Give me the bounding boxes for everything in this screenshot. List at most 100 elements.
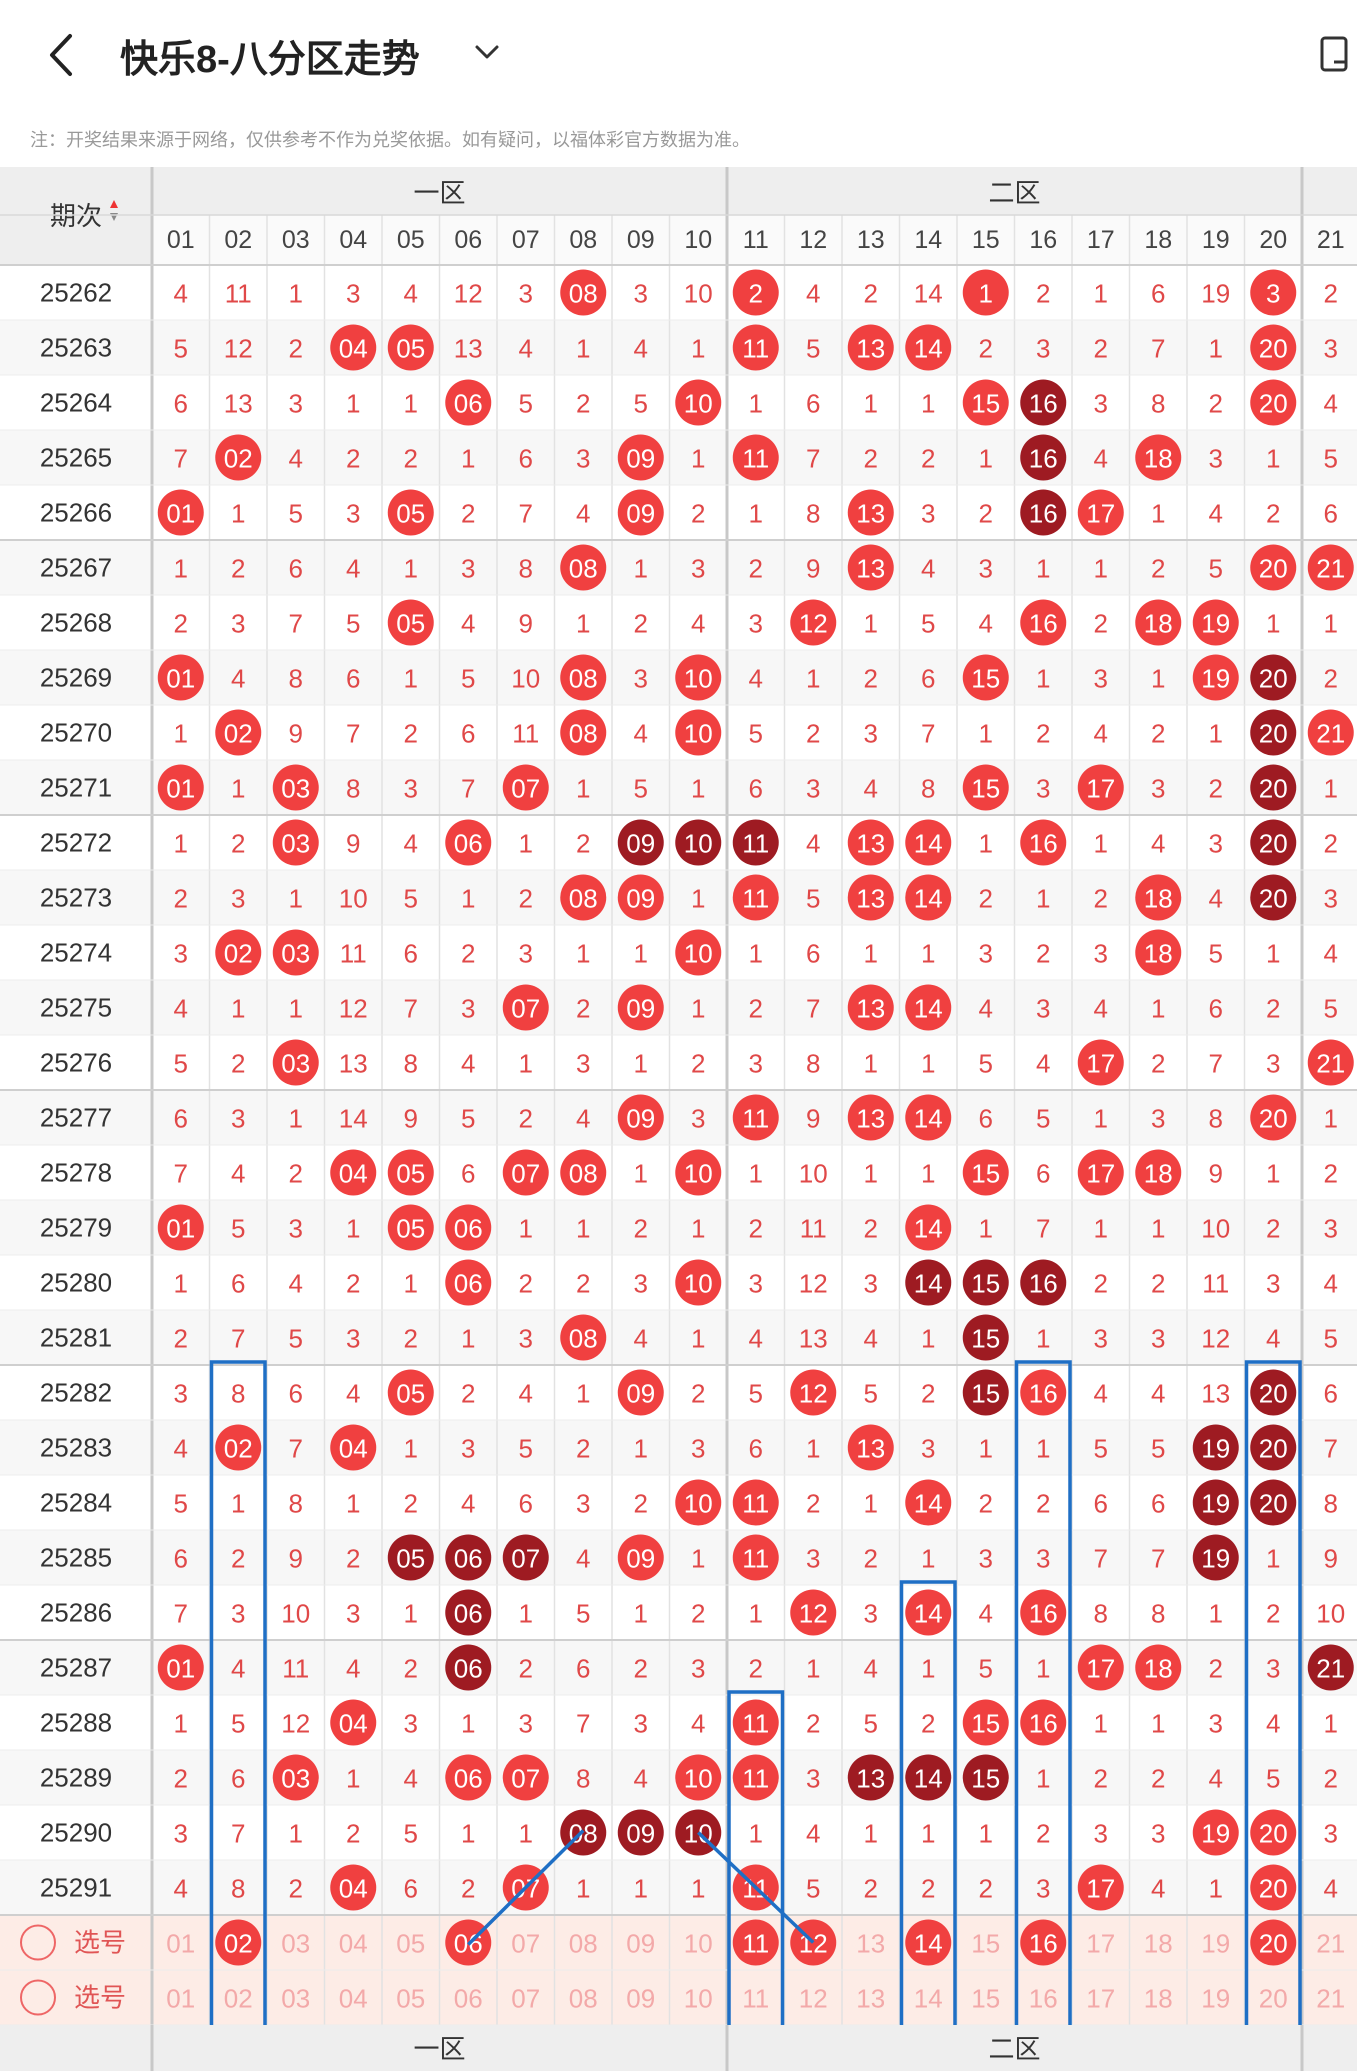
chevron-down-icon (475, 45, 499, 59)
miss-count: 4 (346, 1379, 360, 1409)
select-number[interactable]: 04 (339, 1929, 368, 1959)
miss-count: 8 (231, 1874, 245, 1904)
select-number[interactable]: 02 (224, 1984, 253, 2014)
select-number[interactable]: 04 (339, 1984, 368, 2014)
select-number[interactable]: 08 (569, 1984, 598, 2014)
miss-count: 4 (461, 609, 475, 639)
select-number[interactable]: 09 (626, 1984, 655, 2014)
select-radio[interactable] (20, 1979, 56, 2016)
draw-ball-number: 15 (971, 1269, 1000, 1299)
draw-ball (215, 929, 262, 976)
miss-count: 7 (806, 444, 820, 474)
selected-ball-number[interactable]: 02 (224, 1929, 253, 1959)
select-number[interactable]: 20 (1259, 1984, 1288, 2014)
miss-count: 5 (749, 1379, 763, 1409)
issue-number: 25284 (40, 1488, 112, 1518)
select-number[interactable]: 10 (684, 1984, 713, 2014)
selected-ball[interactable] (1020, 1919, 1067, 1966)
draw-ball (790, 599, 837, 646)
select-radio[interactable] (20, 1924, 56, 1961)
miss-count: 1 (1036, 664, 1050, 694)
column-header-11: 11 (743, 226, 769, 254)
select-number[interactable]: 13 (856, 1984, 885, 2014)
select-number[interactable]: 10 (684, 1929, 713, 1959)
select-number[interactable]: 18 (1144, 1984, 1173, 2014)
selected-ball-number[interactable]: 14 (914, 1929, 943, 1959)
miss-count: 1 (864, 1819, 878, 1849)
select-number[interactable]: 01 (166, 1984, 195, 2014)
draw-ball-number: 06 (454, 1269, 483, 1299)
select-number[interactable]: 18 (1144, 1929, 1173, 1959)
select-number[interactable]: 06 (454, 1984, 483, 2014)
miss-count: 1 (921, 1544, 935, 1574)
miss-count: 3 (1036, 1544, 1050, 1574)
select-number[interactable]: 07 (511, 1929, 540, 1959)
select-number[interactable]: 09 (626, 1929, 655, 1959)
select-number[interactable]: 19 (1201, 1929, 1230, 1959)
miss-count: 4 (1324, 1874, 1338, 1904)
selected-ball-number[interactable]: 11 (742, 1929, 769, 1959)
select-number[interactable]: 03 (281, 1929, 310, 1959)
back-button[interactable] (42, 30, 82, 80)
miss-count: 10 (281, 1599, 310, 1629)
title-dropdown-button[interactable] (472, 40, 502, 64)
miss-count: 3 (1209, 829, 1223, 859)
draw-ball (157, 1644, 204, 1691)
draw-ball-number: 14 (914, 1269, 943, 1299)
select-number[interactable]: 21 (1316, 1929, 1345, 1959)
select-number[interactable]: 15 (971, 1929, 1000, 1959)
draw-ball (445, 1204, 492, 1251)
miss-count: 1 (576, 1379, 590, 1409)
miss-count: 4 (691, 1709, 705, 1739)
select-number[interactable]: 05 (396, 1929, 425, 1959)
miss-count: 4 (1094, 719, 1108, 749)
miss-count: 2 (864, 1544, 878, 1574)
select-number[interactable]: 14 (914, 1984, 943, 2014)
draw-ball (445, 819, 492, 866)
miss-count: 1 (231, 994, 245, 1024)
miss-count: 10 (1316, 1599, 1345, 1629)
select-number[interactable]: 13 (856, 1929, 885, 1959)
miss-count: 4 (749, 1324, 763, 1354)
selected-ball-number[interactable]: 20 (1259, 1929, 1288, 1959)
miss-count: 2 (1151, 1764, 1165, 1794)
miss-count: 1 (174, 1709, 188, 1739)
draw-ball (1250, 1479, 1297, 1526)
miss-count: 1 (461, 884, 475, 914)
miss-count: 3 (691, 1654, 705, 1684)
draw-ball-number: 19 (1201, 1544, 1230, 1574)
draw-ball (445, 1754, 492, 1801)
select-number[interactable]: 11 (742, 1984, 769, 2014)
draw-ball-number: 01 (166, 1654, 195, 1684)
miss-count: 1 (691, 1544, 705, 1574)
miss-count: 5 (1324, 444, 1338, 474)
select-number[interactable]: 07 (511, 1984, 540, 2014)
select-number[interactable]: 01 (166, 1929, 195, 1959)
selected-ball[interactable] (215, 1919, 262, 1966)
select-number[interactable]: 15 (971, 1984, 1000, 2014)
draw-ball-number: 10 (684, 1159, 713, 1189)
select-number[interactable]: 03 (281, 1984, 310, 2014)
page-title[interactable]: 快乐8-八分区走势 (120, 39, 420, 81)
draw-ball (1250, 269, 1297, 316)
issue-column-header[interactable]: 期次 (50, 201, 102, 231)
selected-ball-number[interactable]: 16 (1029, 1929, 1058, 1959)
select-number[interactable]: 05 (396, 1984, 425, 2014)
select-number[interactable]: 08 (569, 1929, 598, 1959)
miss-count: 4 (1094, 994, 1108, 1024)
select-number[interactable]: 12 (799, 1984, 828, 2014)
select-number[interactable]: 17 (1086, 1984, 1115, 2014)
draw-ball-number: 06 (454, 829, 483, 859)
selected-ball[interactable] (1250, 1919, 1297, 1966)
device-button[interactable] (1318, 34, 1354, 74)
miss-count: 2 (979, 1874, 993, 1904)
miss-count: 5 (979, 1654, 993, 1684)
select-number[interactable]: 16 (1029, 1984, 1058, 2014)
select-number[interactable]: 19 (1201, 1984, 1230, 2014)
miss-count: 2 (691, 1599, 705, 1629)
select-number[interactable]: 17 (1086, 1929, 1115, 1959)
selected-ball[interactable] (905, 1919, 952, 1966)
select-number[interactable]: 21 (1316, 1984, 1345, 2014)
draw-ball-number: 14 (914, 1214, 943, 1244)
selected-ball[interactable] (732, 1919, 779, 1966)
